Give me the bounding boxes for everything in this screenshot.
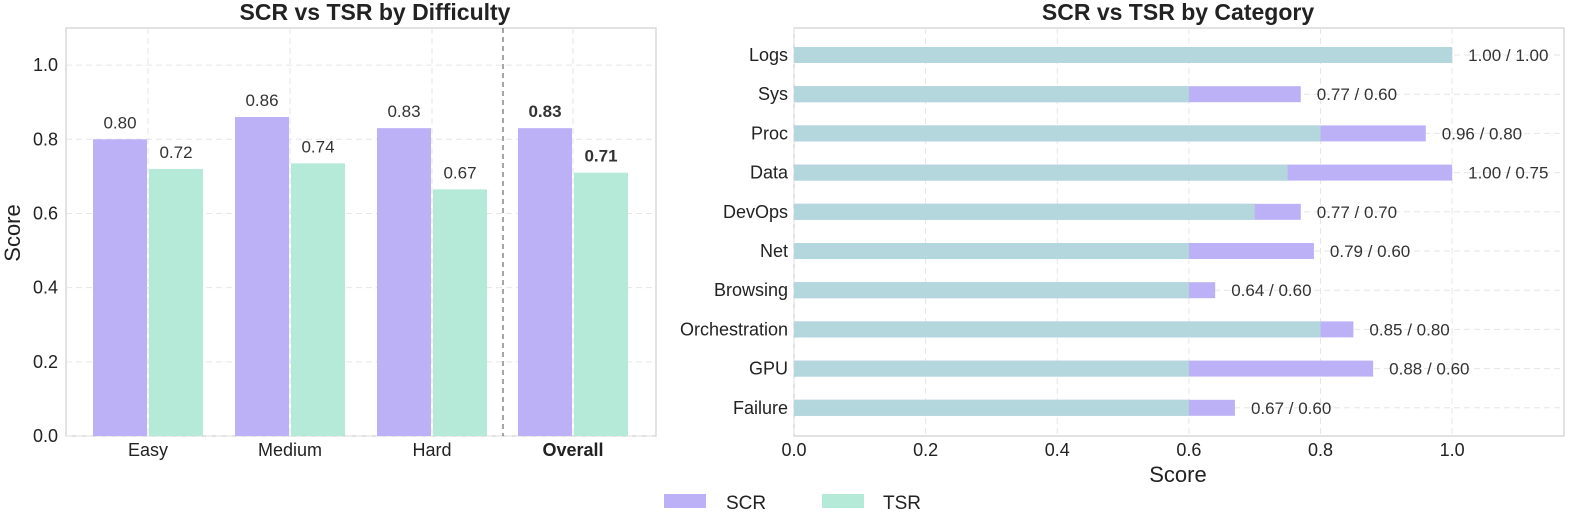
category-chart-x-tick: 0.4 [1045,440,1070,460]
legend: SCR TSR [664,493,921,513]
category-chart-y-tick: Net [760,241,788,261]
difficulty-chart-y-tick: 0.2 [33,352,58,372]
difficulty-chart-y-tick: 0.0 [33,426,58,446]
bar-scr-medium [235,117,289,436]
bar-tsr-devops [794,203,1255,220]
data-label-sys: 0.77 / 0.60 [1317,85,1397,104]
bar-scr-easy [93,139,147,437]
data-label-scr-medium: 0.86 [245,91,278,110]
data-label-browsing: 0.64 / 0.60 [1231,281,1311,300]
difficulty-chart-y-tick: 0.4 [33,278,58,298]
category-chart-y-tick: Browsing [714,280,788,300]
category-chart-ticks: 0.0 0.2 0.4 0.6 0.8 1.0 Logs Sys Proc Data DevOps N… [680,45,1465,460]
difficulty-chart-y-axis-label: Score [0,204,25,261]
difficulty-chart-title: SCR vs TSR by Difficulty [240,0,511,25]
category-chart-x-tick: 0.2 [913,440,938,460]
category-chart-y-tick: Logs [749,45,788,65]
bar-scr-hard [377,128,431,437]
category-chart-x-tick: 0.8 [1308,440,1333,460]
category-chart-bars [794,47,1453,416]
bar-scr-overall [518,128,572,437]
bar-tsr-proc [794,125,1321,142]
difficulty-chart-data-labels: 0.80 0.72 0.86 0.74 0.83 0.67 0.83 0.71 [103,91,617,182]
category-chart-title: SCR vs TSR by Category [1042,0,1314,25]
data-label-scr-easy: 0.80 [103,113,136,132]
bar-tsr-medium [291,163,345,436]
category-chart-x-tick: 1.0 [1440,440,1465,460]
difficulty-chart-ticks: 0.0 0.2 0.4 0.6 0.8 1.0 Easy Medium Hard Overall [33,55,604,460]
bar-tsr-logs [794,47,1453,63]
category-chart-y-tick: Sys [758,84,788,104]
difficulty-chart-bars [93,117,628,437]
category-chart-y-tick: Failure [733,398,788,418]
data-label-tsr-overall: 0.71 [584,147,617,166]
difficulty-chart-x-tick: Overall [542,440,603,460]
bar-tsr-sys [794,86,1189,103]
category-chart-data-labels: 1.00 / 1.00 0.77 / 0.60 0.96 / 0.80 1.00 / … [1231,46,1548,418]
data-label-devops: 0.77 / 0.70 [1317,203,1397,222]
data-label-scr-overall: 0.83 [528,102,561,121]
difficulty-chart-x-tick: Hard [412,440,451,460]
category-chart-x-tick: 0.6 [1176,440,1201,460]
data-label-orchestration: 0.85 / 0.80 [1369,320,1449,339]
data-label-data: 1.00 / 0.75 [1468,164,1548,183]
difficulty-chart-y-tick: 1.0 [33,55,58,75]
legend-label-tsr: TSR [883,493,921,513]
category-chart-y-tick: DevOps [723,202,788,222]
difficulty-chart: SCR vs TSR by Difficulty 0.80 0.72 0.86 0.7… [0,0,657,460]
bar-tsr-browsing [794,282,1189,299]
category-chart: SCR vs TSR by Category 1.00 / 1.00 0.77 /… [680,0,1565,487]
data-label-scr-hard: 0.83 [387,102,420,121]
data-label-tsr-hard: 0.67 [443,163,476,182]
difficulty-chart-y-tick: 0.8 [33,129,58,149]
data-label-failure: 0.67 / 0.60 [1251,399,1331,418]
difficulty-chart-y-tick: 0.6 [33,203,58,223]
category-chart-y-tick: Orchestration [680,319,788,339]
data-label-gpu: 0.88 / 0.60 [1389,360,1469,379]
legend-label-scr: SCR [726,493,766,513]
difficulty-chart-x-tick: Medium [258,440,322,460]
data-label-logs: 1.00 / 1.00 [1468,46,1548,65]
category-chart-x-axis-label: Score [1149,462,1206,487]
category-chart-x-tick: 0.0 [781,440,806,460]
category-chart-y-tick: Proc [751,123,788,143]
bar-tsr-net [794,243,1189,259]
legend-swatch-scr [664,494,706,508]
bar-tsr-failure [794,399,1189,416]
data-label-tsr-medium: 0.74 [301,137,334,156]
data-label-net: 0.79 / 0.60 [1330,242,1410,261]
bar-tsr-orchestration [794,321,1321,338]
bar-tsr-hard [433,189,487,436]
category-chart-y-tick: Data [750,163,789,183]
legend-swatch-tsr [822,494,864,508]
data-label-proc: 0.96 / 0.80 [1442,124,1522,143]
bar-tsr-easy [149,168,203,437]
category-chart-y-tick: GPU [749,359,788,379]
bar-tsr-data [794,164,1288,181]
difficulty-chart-x-tick: Easy [128,440,168,460]
bar-tsr-gpu [794,360,1189,377]
bar-tsr-overall [574,172,628,436]
data-label-tsr-easy: 0.72 [159,143,192,162]
